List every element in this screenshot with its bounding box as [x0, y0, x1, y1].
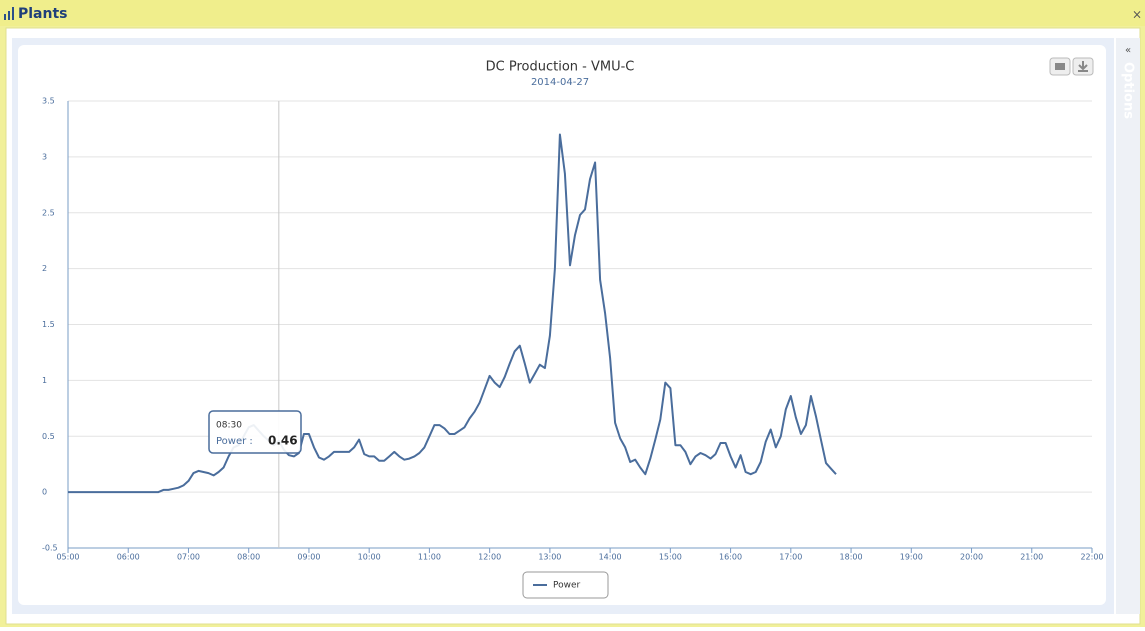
y-tick-label: 1 [42, 376, 47, 385]
tooltip-box [208, 410, 302, 454]
tooltip-x: 08:30 [216, 421, 242, 431]
y-tick-label: 2 [42, 264, 47, 273]
x-tick-label: 08:00 [237, 553, 260, 562]
x-tick-label: 20:00 [960, 553, 983, 562]
x-tick-label: 17:00 [779, 553, 802, 562]
y-tick-label: -0.5 [42, 544, 58, 553]
x-tick-label: 05:00 [56, 553, 79, 562]
panel-header [0, 0, 1145, 26]
close-button[interactable]: × [1132, 8, 1142, 22]
legend-label: Power [553, 581, 581, 591]
sidebar-label[interactable]: Options [1121, 62, 1136, 119]
export-icon [1078, 61, 1088, 72]
y-tick-label: 0.5 [42, 432, 55, 441]
x-tick-label: 13:00 [538, 553, 561, 562]
tooltip-series: Power : [216, 436, 253, 447]
sidebar-toggle[interactable]: « [1125, 45, 1131, 56]
legend-box [522, 571, 609, 599]
tooltip-value: 0.46 [268, 434, 298, 448]
y-tick-label: 2.5 [42, 208, 55, 217]
series-line [68, 133, 837, 494]
x-tick-label: 12:00 [478, 553, 501, 562]
x-tick-label: 16:00 [719, 553, 742, 562]
x-tick-label: 22:00 [1080, 553, 1103, 562]
x-tick-label: 09:00 [297, 553, 320, 562]
header-icon [4, 14, 6, 20]
header-icon [8, 11, 10, 20]
x-tick-label: 21:00 [1020, 553, 1043, 562]
y-tick-label: 3.5 [42, 97, 55, 106]
x-tick-label: 11:00 [418, 553, 441, 562]
header-icon [12, 7, 14, 20]
chart-title: DC Production - VMU-C [486, 60, 635, 75]
print-icon [1055, 63, 1065, 70]
y-tick-label: 3 [42, 152, 47, 161]
chart-subtitle: 2014-04-27 [531, 77, 589, 88]
x-tick-label: 07:00 [177, 553, 200, 562]
x-tick-label: 06:00 [117, 553, 140, 562]
x-tick-label: 14:00 [599, 553, 622, 562]
x-tick-label: 18:00 [840, 553, 863, 562]
options-sidebar [1116, 38, 1140, 614]
x-tick-label: 10:00 [358, 553, 381, 562]
x-tick-label: 15:00 [659, 553, 682, 562]
y-tick-label: 0 [42, 488, 47, 497]
panel-title: Plants [18, 6, 68, 22]
y-tick-label: 1.5 [42, 320, 55, 329]
x-tick-label: 19:00 [900, 553, 923, 562]
